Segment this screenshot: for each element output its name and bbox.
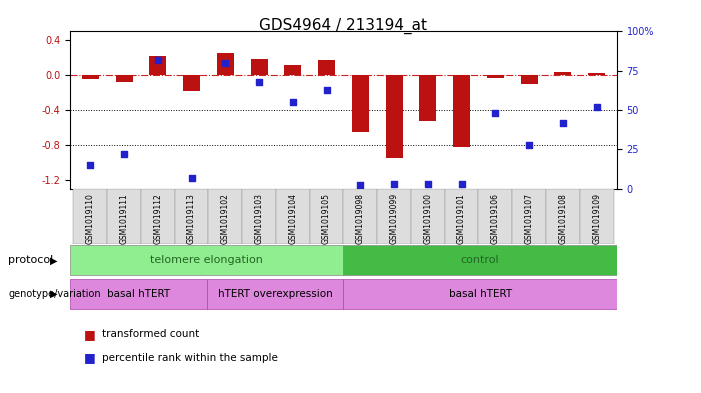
FancyBboxPatch shape [70,279,207,309]
Text: ■: ■ [84,327,96,341]
FancyBboxPatch shape [276,189,310,244]
Text: GSM1019109: GSM1019109 [592,193,601,244]
FancyBboxPatch shape [343,245,617,275]
Text: telomere elongation: telomere elongation [150,255,264,265]
Text: transformed count: transformed count [102,329,199,339]
Point [321,86,332,93]
Point [557,119,569,126]
FancyBboxPatch shape [310,189,343,244]
Text: GSM1019098: GSM1019098 [356,193,365,244]
Text: GSM1019100: GSM1019100 [423,193,433,244]
Bar [588,73,605,75]
Bar [217,53,234,75]
FancyBboxPatch shape [208,189,243,244]
FancyBboxPatch shape [411,189,444,244]
Point [422,181,433,187]
Text: ▶: ▶ [50,289,57,299]
Bar [554,72,571,75]
Bar [521,75,538,84]
Text: GSM1019106: GSM1019106 [491,193,500,244]
Bar [82,75,99,79]
Text: basal hTERT: basal hTERT [449,289,512,299]
Bar [183,75,200,91]
Text: hTERT overexpression: hTERT overexpression [218,289,332,299]
Text: ▶: ▶ [50,255,57,265]
Bar [352,75,369,132]
Text: protocol: protocol [8,255,54,265]
FancyBboxPatch shape [580,189,613,244]
Point [152,57,163,63]
Text: basal hTERT: basal hTERT [107,289,170,299]
Point [355,182,366,189]
FancyBboxPatch shape [512,189,546,244]
FancyBboxPatch shape [444,189,479,244]
FancyBboxPatch shape [479,189,512,244]
Text: percentile rank within the sample: percentile rank within the sample [102,353,278,363]
Point [490,110,501,116]
Text: GSM1019104: GSM1019104 [288,193,297,244]
Point [186,174,197,181]
FancyBboxPatch shape [70,245,343,275]
Text: control: control [461,255,500,265]
FancyBboxPatch shape [546,189,580,244]
Text: genotype/variation: genotype/variation [8,289,101,299]
Point [524,141,535,148]
Point [456,181,468,187]
Point [219,60,231,66]
Text: GSM1019112: GSM1019112 [154,193,163,244]
Text: ■: ■ [84,351,96,364]
Bar [453,75,470,147]
Point [388,181,400,187]
Text: GSM1019107: GSM1019107 [524,193,533,244]
FancyBboxPatch shape [141,189,175,244]
FancyBboxPatch shape [243,189,276,244]
Bar [116,75,132,82]
Text: GSM1019103: GSM1019103 [254,193,264,244]
Text: GSM1019105: GSM1019105 [322,193,331,244]
Bar [149,56,166,75]
Point [85,162,96,168]
Point [254,79,265,85]
FancyBboxPatch shape [207,279,343,309]
Text: GSM1019110: GSM1019110 [86,193,95,244]
Bar [318,60,335,75]
Text: GDS4964 / 213194_at: GDS4964 / 213194_at [259,18,428,34]
Bar [419,75,436,121]
Point [287,99,299,105]
FancyBboxPatch shape [343,189,377,244]
FancyBboxPatch shape [343,279,617,309]
Text: GSM1019111: GSM1019111 [120,193,128,244]
Bar [251,59,268,75]
Bar [487,75,504,78]
FancyBboxPatch shape [107,189,141,244]
Bar [386,75,402,158]
Text: GSM1019113: GSM1019113 [187,193,196,244]
Point [118,151,130,157]
FancyBboxPatch shape [74,189,107,244]
Text: GSM1019099: GSM1019099 [390,193,399,244]
Text: GSM1019101: GSM1019101 [457,193,466,244]
Text: GSM1019102: GSM1019102 [221,193,230,244]
FancyBboxPatch shape [377,189,411,244]
FancyBboxPatch shape [175,189,208,244]
Point [591,104,602,110]
Text: GSM1019108: GSM1019108 [559,193,567,244]
Bar [285,64,301,75]
